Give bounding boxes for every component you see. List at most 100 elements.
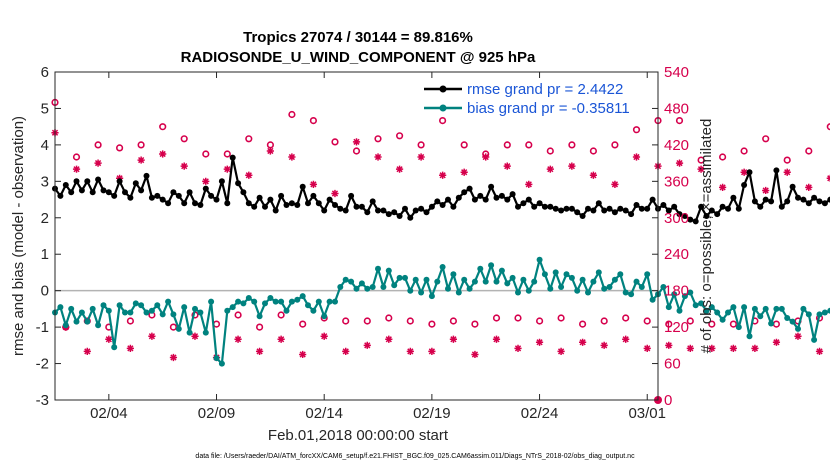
- rmse-point: [272, 207, 279, 214]
- bias-point: [606, 284, 613, 290]
- rmse-point: [579, 213, 586, 219]
- rmse-point: [391, 209, 398, 216]
- rmse-point: [504, 196, 511, 203]
- obs-assimilated-point: [557, 347, 565, 356]
- bias-point: [622, 289, 629, 296]
- bias-point: [628, 291, 635, 298]
- obs-possible-point: [665, 320, 673, 328]
- bias-point: [78, 309, 85, 316]
- rmse-point: [116, 178, 123, 185]
- bias-point: [348, 278, 355, 285]
- obs-assimilated-point: [503, 162, 511, 170]
- bias-point: [751, 305, 758, 312]
- rmse-point: [800, 196, 807, 203]
- rmse-point: [789, 183, 796, 190]
- bias-point: [795, 325, 801, 332]
- y-axis-label: rmse and bias (model - observation): [10, 116, 27, 356]
- rmse-point: [73, 178, 80, 185]
- obs-possible-point: [126, 317, 134, 325]
- legend-rmse-marker: [439, 85, 447, 93]
- bias-point: [574, 287, 581, 294]
- bias-point: [138, 302, 145, 309]
- rmse-point: [450, 203, 457, 210]
- obs-assimilated-point: [159, 150, 167, 158]
- rmse-point: [773, 167, 780, 174]
- obs-assimilated-point: [729, 344, 737, 352]
- bias-point: [552, 269, 559, 276]
- obs-assimilated-point: [568, 162, 576, 170]
- rmse-point: [515, 203, 521, 210]
- rmse-point: [294, 202, 301, 208]
- bias-point: [116, 302, 123, 309]
- obs-assimilated-point: [428, 347, 436, 356]
- obs-possible-point: [363, 317, 371, 325]
- bias-point: [520, 276, 527, 283]
- obs-assimilated-point: [72, 165, 81, 173]
- bias-point: [531, 278, 538, 285]
- bias-point: [773, 305, 780, 312]
- rmse-point: [240, 189, 247, 196]
- rmse-point: [558, 207, 565, 214]
- bias-point: [585, 289, 591, 296]
- bias-point: [428, 293, 435, 300]
- obs-possible-point: [396, 132, 404, 140]
- bias-point: [692, 302, 699, 309]
- obs-possible-point: [266, 141, 275, 149]
- obs-possible-point: [115, 144, 124, 152]
- rmse-point: [337, 205, 344, 212]
- obs-possible-point: [245, 135, 253, 143]
- bias-point: [466, 285, 473, 292]
- obs-possible-point: [568, 141, 576, 149]
- bias-point: [100, 302, 107, 309]
- bias-point: [154, 302, 161, 309]
- rmse-point: [192, 200, 198, 207]
- rmse-point: [402, 205, 408, 212]
- obs-assimilated-point: [126, 344, 134, 352]
- bias-point: [208, 298, 215, 305]
- obs-possible-point: [471, 320, 479, 328]
- bias-point: [811, 336, 818, 343]
- bias-point: [434, 278, 441, 285]
- bias-point: [789, 318, 796, 325]
- rmse-point: [375, 207, 381, 214]
- bias-point: [111, 344, 118, 351]
- rmse-point: [730, 194, 737, 201]
- obs-possible-point: [611, 141, 619, 149]
- rmse-point: [348, 192, 355, 199]
- bias-point: [488, 262, 495, 269]
- chart-subtitle: RADIOSONDE_U_WIND_COMPONENT @ 925 hPa: [181, 49, 536, 66]
- chart-title: Tropics 27074 / 30144 = 89.816%: [243, 29, 473, 46]
- y-tick-label: -1: [36, 319, 49, 336]
- rmse-point: [746, 169, 753, 176]
- obs-assimilated-point: [525, 180, 533, 188]
- bias-point: [445, 285, 451, 292]
- bias-point: [73, 318, 80, 325]
- rmse-point: [428, 203, 435, 210]
- rmse-point: [638, 205, 645, 212]
- obs-possible-point: [675, 116, 684, 125]
- obs-possible-point: [514, 314, 522, 322]
- obs-assimilated-point: [395, 165, 404, 173]
- rmse-point: [611, 209, 618, 216]
- obs-assimilated-point: [83, 347, 91, 356]
- bias-point: [418, 289, 425, 296]
- rmse-point: [305, 200, 311, 207]
- bias-point: [380, 284, 387, 290]
- bias-point: [671, 291, 678, 298]
- rmse-point: [466, 185, 473, 192]
- bias-point: [278, 298, 285, 305]
- rmse-point: [768, 198, 775, 205]
- obs-possible-point: [180, 135, 188, 143]
- x-axis-label: Feb.01,2018 00:00:00 start: [268, 427, 449, 444]
- rmse-point: [62, 182, 69, 188]
- obs-possible-point: [309, 116, 318, 125]
- rmse-point: [821, 200, 828, 207]
- obs-assimilated-point: [514, 344, 522, 352]
- obs-assimilated-point: [535, 338, 544, 346]
- rmse-point: [617, 205, 624, 212]
- obs-possible-point: [589, 147, 598, 155]
- bias-line: [54, 258, 830, 365]
- bias-point: [240, 300, 247, 307]
- bias-point: [358, 280, 365, 287]
- obs-possible-point: [740, 147, 748, 155]
